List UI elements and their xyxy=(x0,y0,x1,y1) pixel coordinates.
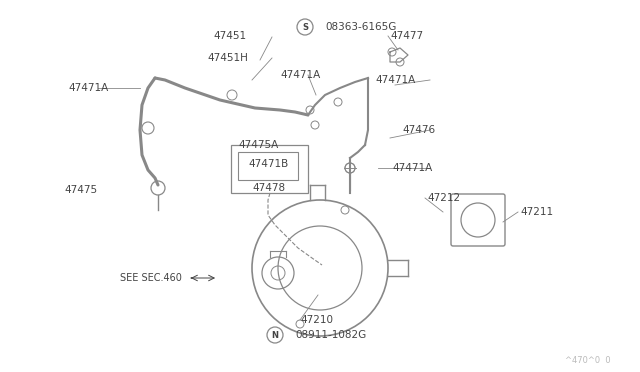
Text: SEE SEC.460: SEE SEC.460 xyxy=(120,273,182,283)
Text: 47451H: 47451H xyxy=(207,53,248,63)
Text: S: S xyxy=(302,22,308,32)
Text: 47478: 47478 xyxy=(252,183,285,193)
Text: 47477: 47477 xyxy=(390,31,423,41)
Text: 47210: 47210 xyxy=(300,315,333,325)
Text: 47471A: 47471A xyxy=(280,70,320,80)
Text: 47476: 47476 xyxy=(402,125,435,135)
Text: 47475: 47475 xyxy=(64,185,97,195)
Text: 47475A: 47475A xyxy=(238,140,278,150)
Bar xyxy=(231,145,308,193)
Text: 47212: 47212 xyxy=(427,193,460,203)
Text: 08911-1082G: 08911-1082G xyxy=(295,330,366,340)
Text: 47451: 47451 xyxy=(213,31,246,41)
Text: 47471A: 47471A xyxy=(375,75,415,85)
Text: 47211: 47211 xyxy=(520,207,553,217)
Text: 47471A: 47471A xyxy=(392,163,432,173)
Text: 47471A: 47471A xyxy=(68,83,108,93)
Text: ^470^0  0: ^470^0 0 xyxy=(565,356,611,365)
Bar xyxy=(238,152,298,180)
Text: 08363-6165G: 08363-6165G xyxy=(325,22,396,32)
Text: N: N xyxy=(271,330,278,340)
Text: 47471B: 47471B xyxy=(248,159,288,169)
